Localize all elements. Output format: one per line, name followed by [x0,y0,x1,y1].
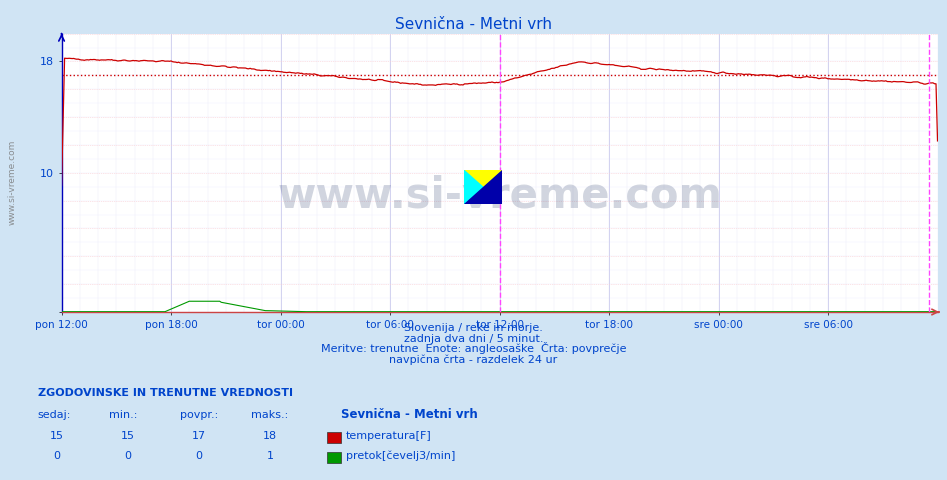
Text: www.si-vreme.com: www.si-vreme.com [8,140,17,225]
Text: 15: 15 [50,431,63,441]
Text: min.:: min.: [109,409,137,420]
Text: 18: 18 [263,431,277,441]
Text: ZGODOVINSKE IN TRENUTNE VREDNOSTI: ZGODOVINSKE IN TRENUTNE VREDNOSTI [38,388,293,398]
Text: www.si-vreme.com: www.si-vreme.com [277,174,722,216]
Text: navpična črta - razdelek 24 ur: navpična črta - razdelek 24 ur [389,354,558,365]
Text: 0: 0 [124,451,132,461]
Text: sedaj:: sedaj: [38,409,71,420]
Text: Sevnična - Metni vrh: Sevnična - Metni vrh [341,408,477,420]
Text: 1: 1 [266,451,274,461]
Text: Slovenija / reke in morje.: Slovenija / reke in morje. [404,323,543,333]
Text: 15: 15 [121,431,134,441]
Polygon shape [464,170,502,204]
Text: temperatura[F]: temperatura[F] [346,431,432,441]
Text: 0: 0 [195,451,203,461]
Text: zadnja dva dni / 5 minut.: zadnja dva dni / 5 minut. [403,334,544,344]
Text: Meritve: trenutne  Enote: angleosaške  Črta: povprečje: Meritve: trenutne Enote: angleosaške Črt… [321,342,626,354]
Text: pretok[čevelj3/min]: pretok[čevelj3/min] [346,451,455,461]
Text: povpr.:: povpr.: [180,409,218,420]
Text: Sevnična - Metni vrh: Sevnična - Metni vrh [395,17,552,32]
Polygon shape [464,170,502,204]
Text: maks.:: maks.: [251,409,288,420]
Text: 0: 0 [53,451,61,461]
Text: 17: 17 [192,431,205,441]
